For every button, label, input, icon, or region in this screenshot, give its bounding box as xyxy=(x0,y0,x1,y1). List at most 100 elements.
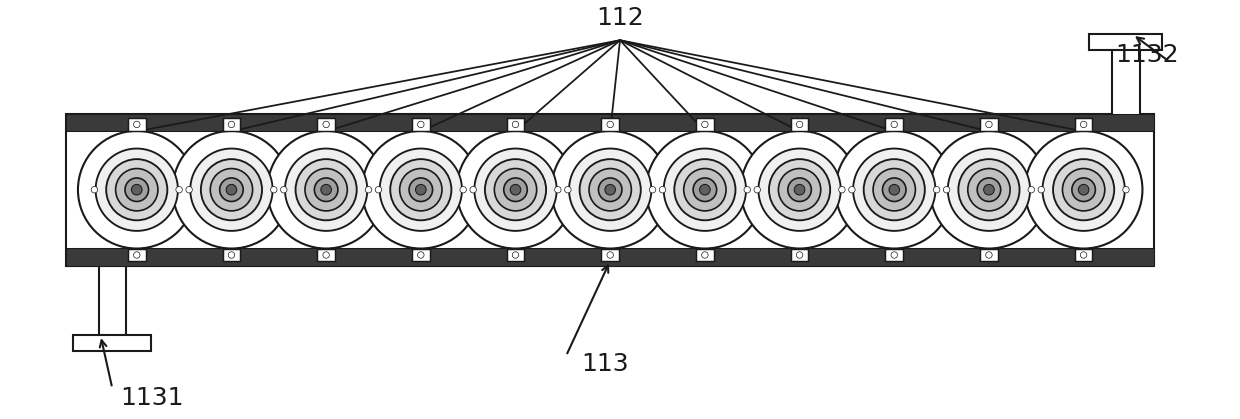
Bar xyxy=(1075,248,1092,261)
Circle shape xyxy=(315,178,337,202)
Circle shape xyxy=(379,149,463,231)
Bar xyxy=(412,248,429,261)
Circle shape xyxy=(795,184,805,195)
Circle shape xyxy=(134,121,140,128)
Circle shape xyxy=(848,186,856,193)
Circle shape xyxy=(322,121,330,128)
Circle shape xyxy=(1080,252,1087,258)
Circle shape xyxy=(228,121,234,128)
Text: 113: 113 xyxy=(580,352,629,376)
Circle shape xyxy=(769,159,830,220)
Bar xyxy=(412,118,429,131)
Circle shape xyxy=(228,252,234,258)
Circle shape xyxy=(552,131,670,248)
Bar xyxy=(507,248,525,261)
Circle shape xyxy=(115,168,157,211)
Circle shape xyxy=(226,184,237,195)
Circle shape xyxy=(176,186,182,193)
Bar xyxy=(66,248,1154,266)
Circle shape xyxy=(470,186,476,193)
Circle shape xyxy=(959,159,1019,220)
Circle shape xyxy=(1079,184,1089,195)
Circle shape xyxy=(650,186,656,193)
Bar xyxy=(507,118,525,131)
Circle shape xyxy=(944,186,950,193)
Circle shape xyxy=(889,184,899,195)
Circle shape xyxy=(418,252,424,258)
Circle shape xyxy=(779,168,821,211)
Circle shape xyxy=(399,168,441,211)
Circle shape xyxy=(947,149,1030,231)
Bar xyxy=(66,114,1154,132)
Text: 1132: 1132 xyxy=(1115,43,1179,67)
Bar xyxy=(791,248,808,261)
Circle shape xyxy=(362,131,480,248)
Circle shape xyxy=(1043,149,1125,231)
Circle shape xyxy=(78,131,196,248)
Circle shape xyxy=(268,131,384,248)
Circle shape xyxy=(510,184,521,195)
Circle shape xyxy=(107,159,167,220)
Circle shape xyxy=(759,149,841,231)
Circle shape xyxy=(740,131,858,248)
Circle shape xyxy=(219,178,243,202)
Circle shape xyxy=(495,168,537,211)
Circle shape xyxy=(702,252,708,258)
Circle shape xyxy=(270,186,277,193)
Bar xyxy=(317,248,335,261)
Bar xyxy=(98,266,126,341)
Circle shape xyxy=(376,186,382,193)
Circle shape xyxy=(475,149,557,231)
Circle shape xyxy=(134,252,140,258)
Circle shape xyxy=(564,186,572,193)
Circle shape xyxy=(744,186,750,193)
Circle shape xyxy=(1028,186,1034,193)
Circle shape xyxy=(131,184,143,195)
Circle shape xyxy=(418,121,424,128)
Circle shape xyxy=(1024,131,1142,248)
Circle shape xyxy=(569,149,651,231)
Circle shape xyxy=(606,252,614,258)
Circle shape xyxy=(853,149,935,231)
Circle shape xyxy=(787,178,811,202)
Bar xyxy=(128,248,145,261)
Circle shape xyxy=(172,131,290,248)
Circle shape xyxy=(838,186,846,193)
Circle shape xyxy=(934,186,940,193)
Circle shape xyxy=(605,184,615,195)
Circle shape xyxy=(1071,178,1095,202)
Circle shape xyxy=(321,184,331,195)
Circle shape xyxy=(409,178,433,202)
Circle shape xyxy=(512,252,518,258)
Text: 112: 112 xyxy=(596,6,644,31)
Circle shape xyxy=(599,178,622,202)
Circle shape xyxy=(1053,159,1115,220)
Bar xyxy=(73,335,151,351)
Circle shape xyxy=(554,186,560,193)
Circle shape xyxy=(796,121,802,128)
Circle shape xyxy=(1038,186,1044,193)
Circle shape xyxy=(702,121,708,128)
Circle shape xyxy=(366,186,372,193)
Circle shape xyxy=(92,186,98,193)
Circle shape xyxy=(125,178,149,202)
Circle shape xyxy=(977,178,1001,202)
Bar xyxy=(885,118,903,131)
Circle shape xyxy=(460,186,466,193)
Bar xyxy=(980,248,998,261)
Circle shape xyxy=(579,159,641,220)
Circle shape xyxy=(660,186,666,193)
Circle shape xyxy=(201,159,262,220)
Circle shape xyxy=(693,178,717,202)
Circle shape xyxy=(589,168,631,211)
Bar xyxy=(128,118,145,131)
Bar xyxy=(1075,118,1092,131)
Circle shape xyxy=(305,168,347,211)
Circle shape xyxy=(873,168,915,211)
Bar xyxy=(1089,34,1162,50)
Circle shape xyxy=(456,131,574,248)
Circle shape xyxy=(663,149,746,231)
Circle shape xyxy=(864,159,925,220)
Circle shape xyxy=(280,186,286,193)
Circle shape xyxy=(646,131,764,248)
